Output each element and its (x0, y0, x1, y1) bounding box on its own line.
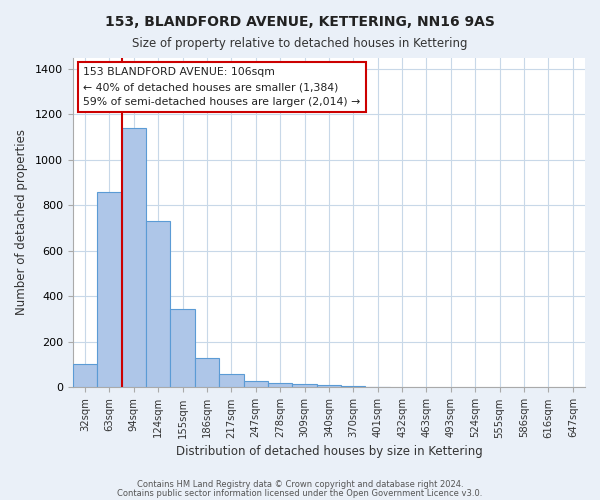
Bar (97, 192, 122, 388)
Bar (122, 128, 146, 388)
Text: Contains HM Land Registry data © Crown copyright and database right 2024.: Contains HM Land Registry data © Crown c… (137, 480, 463, 489)
Y-axis label: Number of detached properties: Number of detached properties (15, 130, 28, 316)
Bar (146, 222, 170, 388)
Bar (365, 387, 390, 388)
Text: 153, BLANDFORD AVENUE, KETTERING, NN16 9AS: 153, BLANDFORD AVENUE, KETTERING, NN16 9… (105, 15, 495, 29)
Bar (292, 384, 317, 388)
Bar (73, 364, 97, 388)
Bar (219, 374, 244, 388)
Bar (341, 386, 365, 388)
Bar (317, 385, 341, 388)
Bar (170, 309, 195, 388)
Bar (268, 383, 292, 388)
Bar (195, 358, 219, 388)
X-axis label: Distribution of detached houses by size in Kettering: Distribution of detached houses by size … (176, 444, 482, 458)
Text: 153 BLANDFORD AVENUE: 106sqm
← 40% of detached houses are smaller (1,384)
59% of: 153 BLANDFORD AVENUE: 106sqm ← 40% of de… (83, 68, 360, 107)
Text: Size of property relative to detached houses in Kettering: Size of property relative to detached ho… (132, 38, 468, 51)
Bar (244, 380, 268, 388)
Text: Contains public sector information licensed under the Open Government Licence v3: Contains public sector information licen… (118, 489, 482, 498)
